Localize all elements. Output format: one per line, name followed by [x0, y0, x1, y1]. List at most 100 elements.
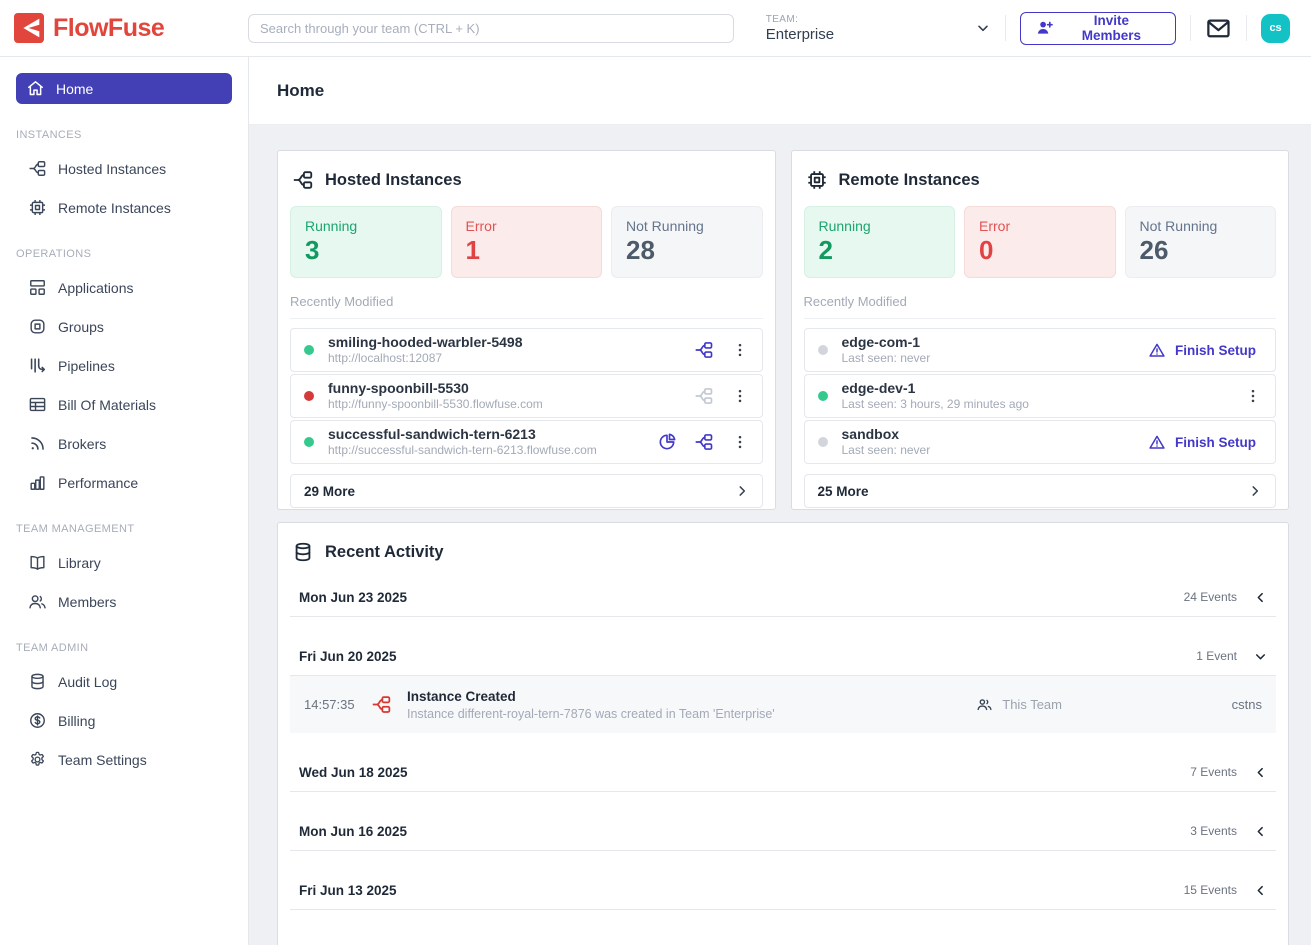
sidebar-item-groups[interactable]: Groups — [16, 311, 232, 342]
instance-last-seen: Last seen: never — [841, 351, 931, 366]
sidebar-item-audit-log[interactable]: Audit Log — [16, 666, 232, 697]
hosted-more-link[interactable]: 29 More — [290, 474, 763, 508]
chevron-right-icon — [738, 486, 745, 496]
chevron-left-icon — [1257, 592, 1263, 602]
activity-group-toggle[interactable]: Wed Jun 18 2025 7 Events — [290, 753, 1276, 792]
sidebar-item-label: Applications — [58, 279, 134, 296]
instance-url: http://funny-spoonbill-5530.flowfuse.com — [328, 397, 543, 412]
open-editor-button[interactable] — [694, 432, 714, 452]
instance-name: successful-sandwich-tern-6213 — [328, 425, 536, 442]
top-header: FlowFuse TEAM: Enterprise Invite Members… — [0, 0, 1311, 57]
sidebar-item-label: Remote Instances — [58, 199, 171, 216]
logo-text: FlowFuse — [53, 13, 165, 42]
kebab-menu-button[interactable] — [731, 387, 749, 405]
recent-activity-header: Recent Activity — [290, 535, 1276, 578]
stat-error: Error 1 — [450, 206, 602, 278]
main-content: Hosted Instances Running 3 Error 1 Not R… — [249, 125, 1311, 945]
flowfuse-logo-icon — [14, 13, 44, 43]
user-avatar[interactable]: cs — [1261, 13, 1290, 43]
sidebar-item-label: Library — [58, 554, 101, 571]
notifications-button[interactable] — [1205, 15, 1232, 42]
groups-icon — [30, 319, 45, 334]
activity-group-toggle[interactable]: Fri Jun 13 2025 15 Events — [290, 871, 1276, 910]
sidebar-item-label: Members — [58, 593, 117, 610]
chevron-left-icon — [1257, 767, 1263, 777]
instance-url: http://localhost:12087 — [328, 351, 443, 366]
invite-members-button[interactable]: Invite Members — [1019, 11, 1177, 45]
card-title: Hosted Instances — [325, 170, 462, 189]
card-title: Recent Activity — [325, 542, 444, 561]
activity-date: Fri Jun 13 2025 — [299, 882, 397, 898]
sidebar-item-label: Hosted Instances — [58, 160, 167, 177]
activity-event-row: 14:57:35 Instance Created Instance diffe… — [290, 676, 1276, 733]
activity-date: Wed Jun 18 2025 — [299, 764, 408, 780]
activity-date: Mon Jun 23 2025 — [299, 589, 408, 605]
stat-label: Error — [979, 218, 1011, 234]
sidebar-item-label: Brokers — [58, 435, 107, 452]
kebab-icon — [738, 389, 741, 403]
mail-icon — [1207, 19, 1230, 37]
chevron-left-icon — [1257, 826, 1263, 836]
stat-value: 28 — [626, 235, 655, 265]
instance-row[interactable]: edge-com-1 Last seen: never Finish Setup — [803, 328, 1276, 372]
chevron-left-icon — [1257, 885, 1263, 895]
gear-icon — [31, 751, 44, 766]
sidebar-item-billing[interactable]: Billing — [16, 705, 232, 736]
node-red-icon — [695, 388, 712, 404]
flowfuse-logo[interactable]: FlowFuse — [0, 13, 248, 43]
pipelines-icon — [30, 358, 46, 373]
sidebar-item-team-settings[interactable]: Team Settings — [16, 744, 232, 775]
sidebar-item-remote-instances[interactable]: Remote Instances — [16, 192, 232, 223]
recently-modified-label: Recently Modified — [290, 294, 763, 319]
stat-running: Running 2 — [803, 206, 955, 278]
dashboard-button[interactable] — [657, 432, 677, 452]
sidebar-item-pipelines[interactable]: Pipelines — [16, 350, 232, 381]
sidebar-item-brokers[interactable]: Brokers — [16, 428, 232, 459]
activity-group-toggle[interactable]: Mon Jun 23 2025 24 Events — [290, 578, 1276, 617]
sidebar-item-performance[interactable]: Performance — [16, 467, 232, 498]
kebab-menu-button[interactable] — [1244, 387, 1262, 405]
activity-date: Fri Jun 20 2025 — [299, 648, 397, 664]
sidebar-item-applications[interactable]: Applications — [16, 272, 232, 303]
open-editor-button-disabled[interactable] — [694, 386, 714, 406]
instance-last-seen: Last seen: 3 hours, 29 minutes ago — [841, 397, 1029, 412]
kebab-menu-button[interactable] — [731, 433, 749, 451]
stat-value: 26 — [1139, 235, 1169, 265]
search-input[interactable] — [248, 13, 734, 43]
chip-icon — [807, 171, 826, 189]
kebab-menu-button[interactable] — [731, 341, 749, 359]
more-label: 25 More — [817, 483, 869, 499]
instance-row[interactable]: successful-sandwich-tern-6213 http://suc… — [290, 420, 763, 464]
page-title-bar: Home — [249, 57, 1311, 125]
stat-value: 1 — [465, 235, 480, 265]
sidebar-item-hosted-instances[interactable]: Hosted Instances — [16, 153, 232, 184]
sidebar-item-label: Billing — [58, 712, 96, 729]
applications-icon — [30, 280, 45, 295]
instance-row[interactable]: sandbox Last seen: never Finish Setup — [803, 420, 1276, 464]
status-dot — [817, 437, 828, 447]
finish-setup-button[interactable]: Finish Setup — [1142, 432, 1262, 452]
activity-group: Wed Jun 18 2025 7 Events — [290, 753, 1276, 792]
rss-icon — [31, 437, 44, 450]
node-red-icon — [372, 696, 391, 713]
sidebar-item-home[interactable]: Home — [16, 73, 232, 104]
sidebar-item-library[interactable]: Library — [16, 547, 232, 578]
instance-row[interactable]: edge-dev-1 Last seen: 3 hours, 29 minute… — [803, 374, 1276, 418]
instance-row[interactable]: smiling-hooded-warbler-5498 http://local… — [290, 328, 763, 372]
finish-setup-button[interactable]: Finish Setup — [1142, 340, 1262, 360]
instance-name: edge-dev-1 — [841, 379, 916, 396]
pie-chart-icon — [659, 433, 675, 450]
hosted-stats: Running 3 Error 1 Not Running 28 — [290, 206, 763, 278]
sidebar-item-bill-of-materials[interactable]: Bill Of Materials — [16, 389, 232, 420]
activity-group-toggle[interactable]: Fri Jun 20 2025 1 Event — [290, 637, 1276, 676]
activity-event-count: 3 Events — [1190, 824, 1237, 838]
open-editor-button[interactable] — [694, 340, 714, 360]
sidebar-item-members[interactable]: Members — [16, 586, 232, 617]
stat-label: Running — [305, 218, 358, 234]
instance-row[interactable]: funny-spoonbill-5530 http://funny-spoonb… — [290, 374, 763, 418]
remote-stats: Running 2 Error 0 Not Running 26 — [803, 206, 1276, 278]
activity-group-toggle[interactable]: Mon Jun 16 2025 3 Events — [290, 812, 1276, 851]
status-dot — [817, 391, 828, 401]
remote-more-link[interactable]: 25 More — [803, 474, 1276, 508]
team-selector[interactable]: TEAM: Enterprise — [766, 14, 991, 43]
